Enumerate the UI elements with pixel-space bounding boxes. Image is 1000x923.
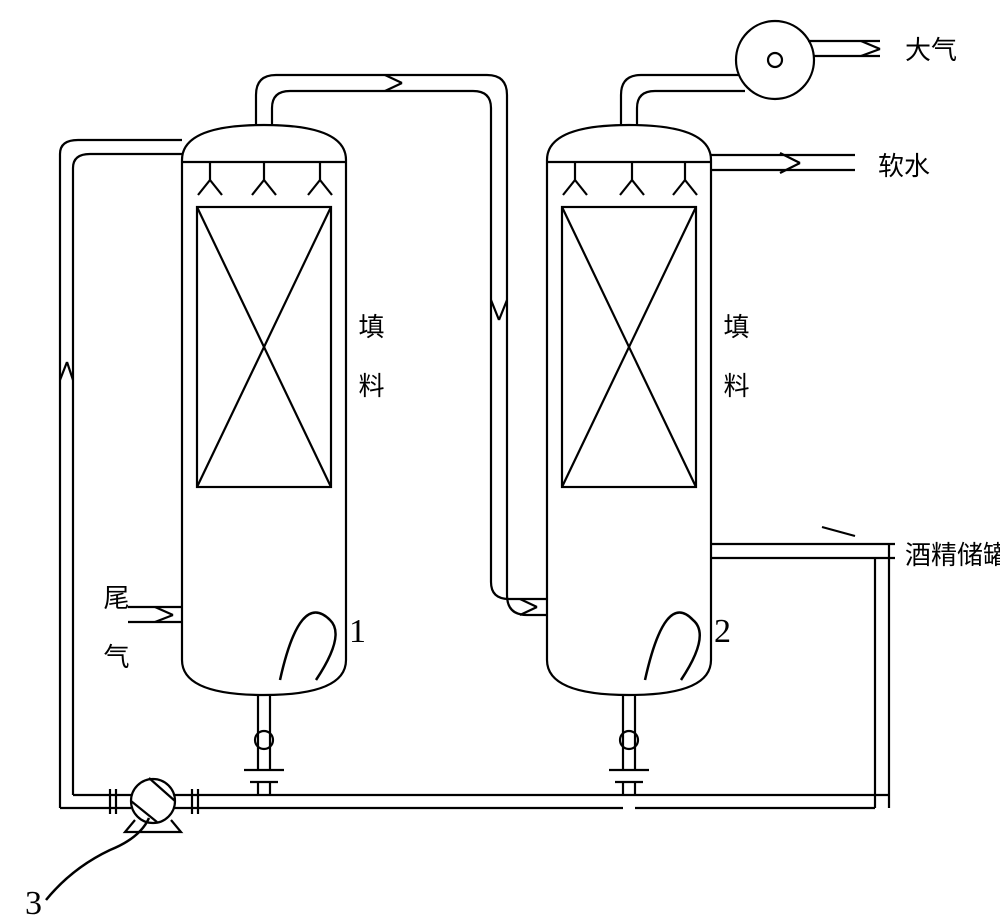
fan-icon — [736, 21, 814, 99]
num-2-label: 2 — [714, 613, 731, 651]
packing-right-label: 填 料 — [716, 313, 753, 400]
leader-3 — [46, 818, 149, 900]
atmosphere-outlet — [808, 41, 880, 56]
packing-left-label: 填 料 — [351, 313, 388, 400]
num-3-label: 3 — [25, 885, 42, 923]
process-flow-diagram — [0, 0, 1000, 921]
spray-nozzles-2 — [563, 162, 697, 195]
column-1 — [182, 125, 346, 695]
tail-gas-label: 尾 气 — [96, 584, 133, 671]
col2-top-pipe — [621, 75, 745, 125]
col1-drain — [244, 695, 284, 782]
bottom-header-pipe — [110, 782, 635, 814]
pump-icon — [125, 778, 181, 832]
column-2 — [547, 125, 711, 695]
alcohol-outlet-pipe — [635, 527, 895, 808]
soft-water-label: 软水 — [878, 146, 930, 183]
col2-drain — [609, 695, 649, 782]
recycle-pipe — [60, 140, 182, 808]
leader-1 — [280, 613, 336, 681]
soft-water-pipe — [711, 153, 855, 173]
leader-2 — [645, 613, 700, 681]
alcohol-tank-label: 酒精储罐 — [905, 535, 1000, 572]
tail-gas-inlet — [128, 607, 182, 622]
spray-nozzles-1 — [198, 162, 332, 195]
num-1-label: 1 — [349, 613, 366, 651]
overhead-pipe — [256, 75, 547, 615]
atmosphere-label: 大气 — [905, 30, 957, 67]
